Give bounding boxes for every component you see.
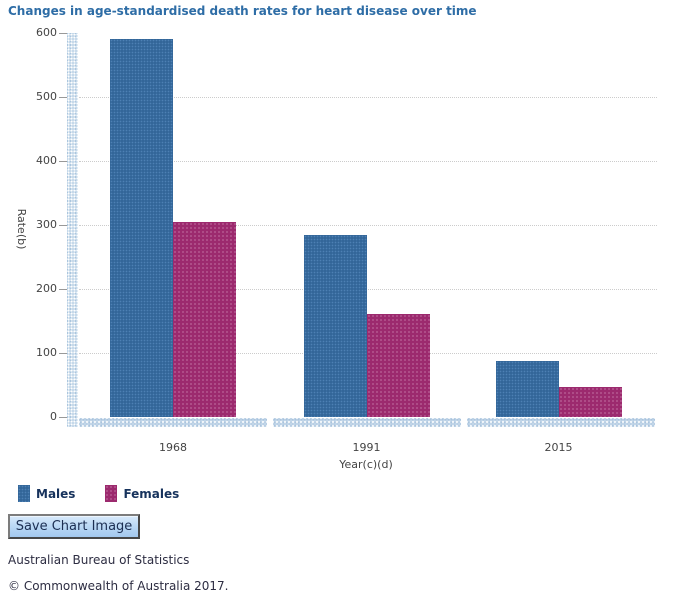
legend-swatch-females	[105, 485, 118, 502]
gridline-200	[79, 289, 657, 290]
legend-item-males: Males	[18, 485, 75, 502]
bar-females-1991	[366, 313, 430, 417]
gridline-400	[79, 161, 657, 162]
x-axis-line-segment-2	[273, 418, 461, 427]
legend: Males Females	[18, 485, 179, 502]
gridline-300	[79, 225, 657, 226]
x-tick-label-2015: 2015	[544, 441, 573, 454]
chart-title: Changes in age-standardised death rates …	[8, 4, 477, 18]
y-tick-mark-0	[59, 417, 67, 418]
y-tick-label-300: 300	[36, 218, 57, 231]
y-tick-mark-200	[59, 289, 67, 290]
legend-swatch-males	[18, 485, 30, 502]
y-tick-mark-400	[59, 161, 67, 162]
x-axis-line-segment-1	[79, 418, 267, 427]
save-chart-image-button[interactable]: Save Chart Image	[8, 514, 140, 539]
bar-males-1968	[110, 39, 173, 417]
y-tick-label-200: 200	[36, 282, 57, 295]
gridline-500	[79, 97, 657, 98]
bar-males-1991	[303, 234, 367, 417]
y-tick-mark-600	[59, 33, 67, 34]
y-tick-label-0: 0	[50, 410, 57, 423]
y-tick-mark-100	[59, 353, 67, 354]
legend-item-females: Females	[105, 485, 179, 502]
x-tick-label-1991: 1991	[352, 441, 381, 454]
y-tick-label-400: 400	[36, 154, 57, 167]
bar-females-2015	[558, 386, 622, 417]
y-tick-label-600: 600	[36, 26, 57, 39]
footer-copyright-text: © Commonwealth of Australia 2017.	[8, 579, 229, 593]
plot-area: 0 100 200 300 400 500 600 1968 1991 2015	[36, 26, 657, 454]
x-tick-label-1968: 1968	[159, 441, 187, 454]
y-tick-mark-500	[59, 97, 67, 98]
x-axis-title: Year(c)(d)	[339, 458, 393, 471]
y-tick-mark-300	[59, 225, 67, 226]
y-tick-label-100: 100	[36, 346, 57, 359]
y-axis-line	[67, 33, 78, 427]
footer-org-text: Australian Bureau of Statistics	[8, 553, 190, 567]
y-tick-label-500: 500	[36, 90, 57, 103]
x-axis-line-segment-3	[467, 418, 655, 427]
legend-label: Males	[36, 486, 76, 501]
legend-label: Females	[123, 486, 180, 501]
bar-females-1968	[173, 221, 236, 417]
bar-males-2015	[495, 361, 559, 417]
